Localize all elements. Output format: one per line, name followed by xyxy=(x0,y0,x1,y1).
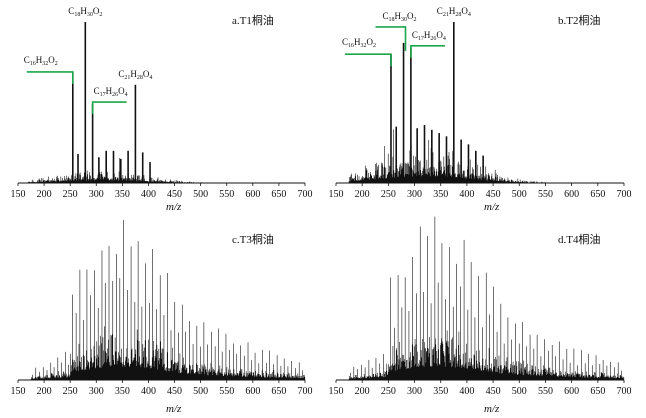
x-tick-label: 300 xyxy=(407,386,422,397)
x-tick-label: 300 xyxy=(407,189,422,200)
x-tick-label: 350 xyxy=(115,386,130,397)
x-tick-label: 400 xyxy=(141,386,156,397)
x-tick-label: 600 xyxy=(245,386,260,397)
x-tick-label: 650 xyxy=(271,189,286,200)
x-tick-label: 200 xyxy=(355,189,370,200)
x-tick-label: 450 xyxy=(167,189,182,200)
x-tick-label: 250 xyxy=(63,386,78,397)
spectrum-noise xyxy=(28,158,202,183)
annotation-bracket xyxy=(26,71,74,84)
x-tick-label: 700 xyxy=(298,189,313,200)
panel-title: d.T4桐油 xyxy=(558,232,600,246)
formula-label: C16H32O2 xyxy=(342,37,376,49)
x-tick-label: 400 xyxy=(459,189,474,200)
formula-label: C17H26O4 xyxy=(412,30,446,42)
annotation-bracket xyxy=(91,101,127,115)
x-tick-label: 700 xyxy=(617,189,632,200)
x-tick-label: 650 xyxy=(590,386,605,397)
peak-annotation: C18H30O2 xyxy=(375,11,417,51)
x-axis-label: m/z xyxy=(166,403,182,415)
x-tick-label: 450 xyxy=(486,386,501,397)
x-tick-label: 250 xyxy=(381,386,396,397)
x-tick-label: 650 xyxy=(590,189,605,200)
x-tick-label: 150 xyxy=(11,386,26,397)
peak-annotation: C18H30O2 xyxy=(68,6,102,18)
x-tick-label: 600 xyxy=(245,189,260,200)
x-tick-label: 450 xyxy=(167,386,182,397)
x-tick-label: 350 xyxy=(433,189,448,200)
x-tick-label: 500 xyxy=(193,189,208,200)
x-tick-label: 200 xyxy=(37,189,52,200)
x-tick-label: 600 xyxy=(564,189,579,200)
x-tick-label: 550 xyxy=(219,386,234,397)
peak-annotation: C17H26O4 xyxy=(91,86,128,115)
peak-annotation: C17H26O4 xyxy=(410,30,446,58)
x-tick-label: 400 xyxy=(141,189,156,200)
x-axis-label: m/z xyxy=(484,201,500,213)
x-tick-label: 400 xyxy=(459,386,474,397)
formula-label: C17H26O4 xyxy=(94,86,128,98)
x-tick-label: 500 xyxy=(512,386,527,397)
x-tick-label: 250 xyxy=(63,189,78,200)
x-axis-label: m/z xyxy=(484,403,500,415)
peak-annotation: C21H28O4 xyxy=(118,69,152,81)
formula-label: C18H30O2 xyxy=(68,6,102,18)
x-tick-label: 350 xyxy=(115,189,130,200)
formula-label: C18H30O2 xyxy=(383,11,417,23)
x-tick-label: 150 xyxy=(11,189,26,200)
panel-title: b.T2桐油 xyxy=(558,13,600,27)
x-tick-label: 600 xyxy=(564,386,579,397)
x-tick-label: 700 xyxy=(298,386,313,397)
x-tick-label: 200 xyxy=(37,386,52,397)
annotation-bracket xyxy=(410,44,445,58)
peak-annotation: C21H28O4 xyxy=(437,6,471,18)
panel-a-t1: a.T1桐油 m/z 150 200 250 300 350 400 450 500 550 60… xyxy=(11,6,313,213)
x-tick-label: 300 xyxy=(89,189,104,200)
x-tick-label: 300 xyxy=(89,386,104,397)
panel-title: c.T3桐油 xyxy=(232,232,274,246)
x-tick-label: 350 xyxy=(433,386,448,397)
panel-title: a.T1桐油 xyxy=(232,13,274,27)
x-tick-label: 700 xyxy=(617,386,632,397)
x-tick-label: 550 xyxy=(538,189,553,200)
x-tick-label: 550 xyxy=(219,189,234,200)
annotation-bracket xyxy=(375,26,407,51)
x-tick-label: 150 xyxy=(329,189,344,200)
x-tick-label: 550 xyxy=(538,386,553,397)
x-tick-label: 500 xyxy=(512,189,527,200)
spectrum-lines xyxy=(348,216,625,380)
x-tick-label: 450 xyxy=(486,189,501,200)
x-tick-label: 200 xyxy=(355,386,370,397)
panel-d-t4: d.T4桐油 m/z 150 200 250 300 350 400 450 500 550 60… xyxy=(329,216,632,415)
spectrum-lines xyxy=(28,22,202,183)
x-tick-label: 650 xyxy=(271,386,286,397)
formula-label: C16H32O2 xyxy=(24,55,58,67)
spectrum-lines xyxy=(348,22,545,183)
formula-label: C21H28O4 xyxy=(437,6,471,18)
x-tick-label: 500 xyxy=(193,386,208,397)
x-axis-label: m/z xyxy=(166,201,182,213)
panel-b-t2: b.T2桐油 m/z 150 200 250 300 350 400 450 500 550 60… xyxy=(329,6,632,213)
annotation-bracket xyxy=(345,53,392,67)
peak-annotation: C16H32O2 xyxy=(24,55,74,84)
formula-label: C21H28O4 xyxy=(118,69,152,81)
panel-c-t3: c.T3桐油 m/z 150 200 250 300 350 400 450 500 550 60… xyxy=(11,220,313,415)
x-tick-label: 250 xyxy=(381,189,396,200)
peak-annotation: C16H32O2 xyxy=(342,37,392,67)
x-tick-label: 150 xyxy=(329,386,344,397)
spectrum-noise xyxy=(348,216,625,380)
